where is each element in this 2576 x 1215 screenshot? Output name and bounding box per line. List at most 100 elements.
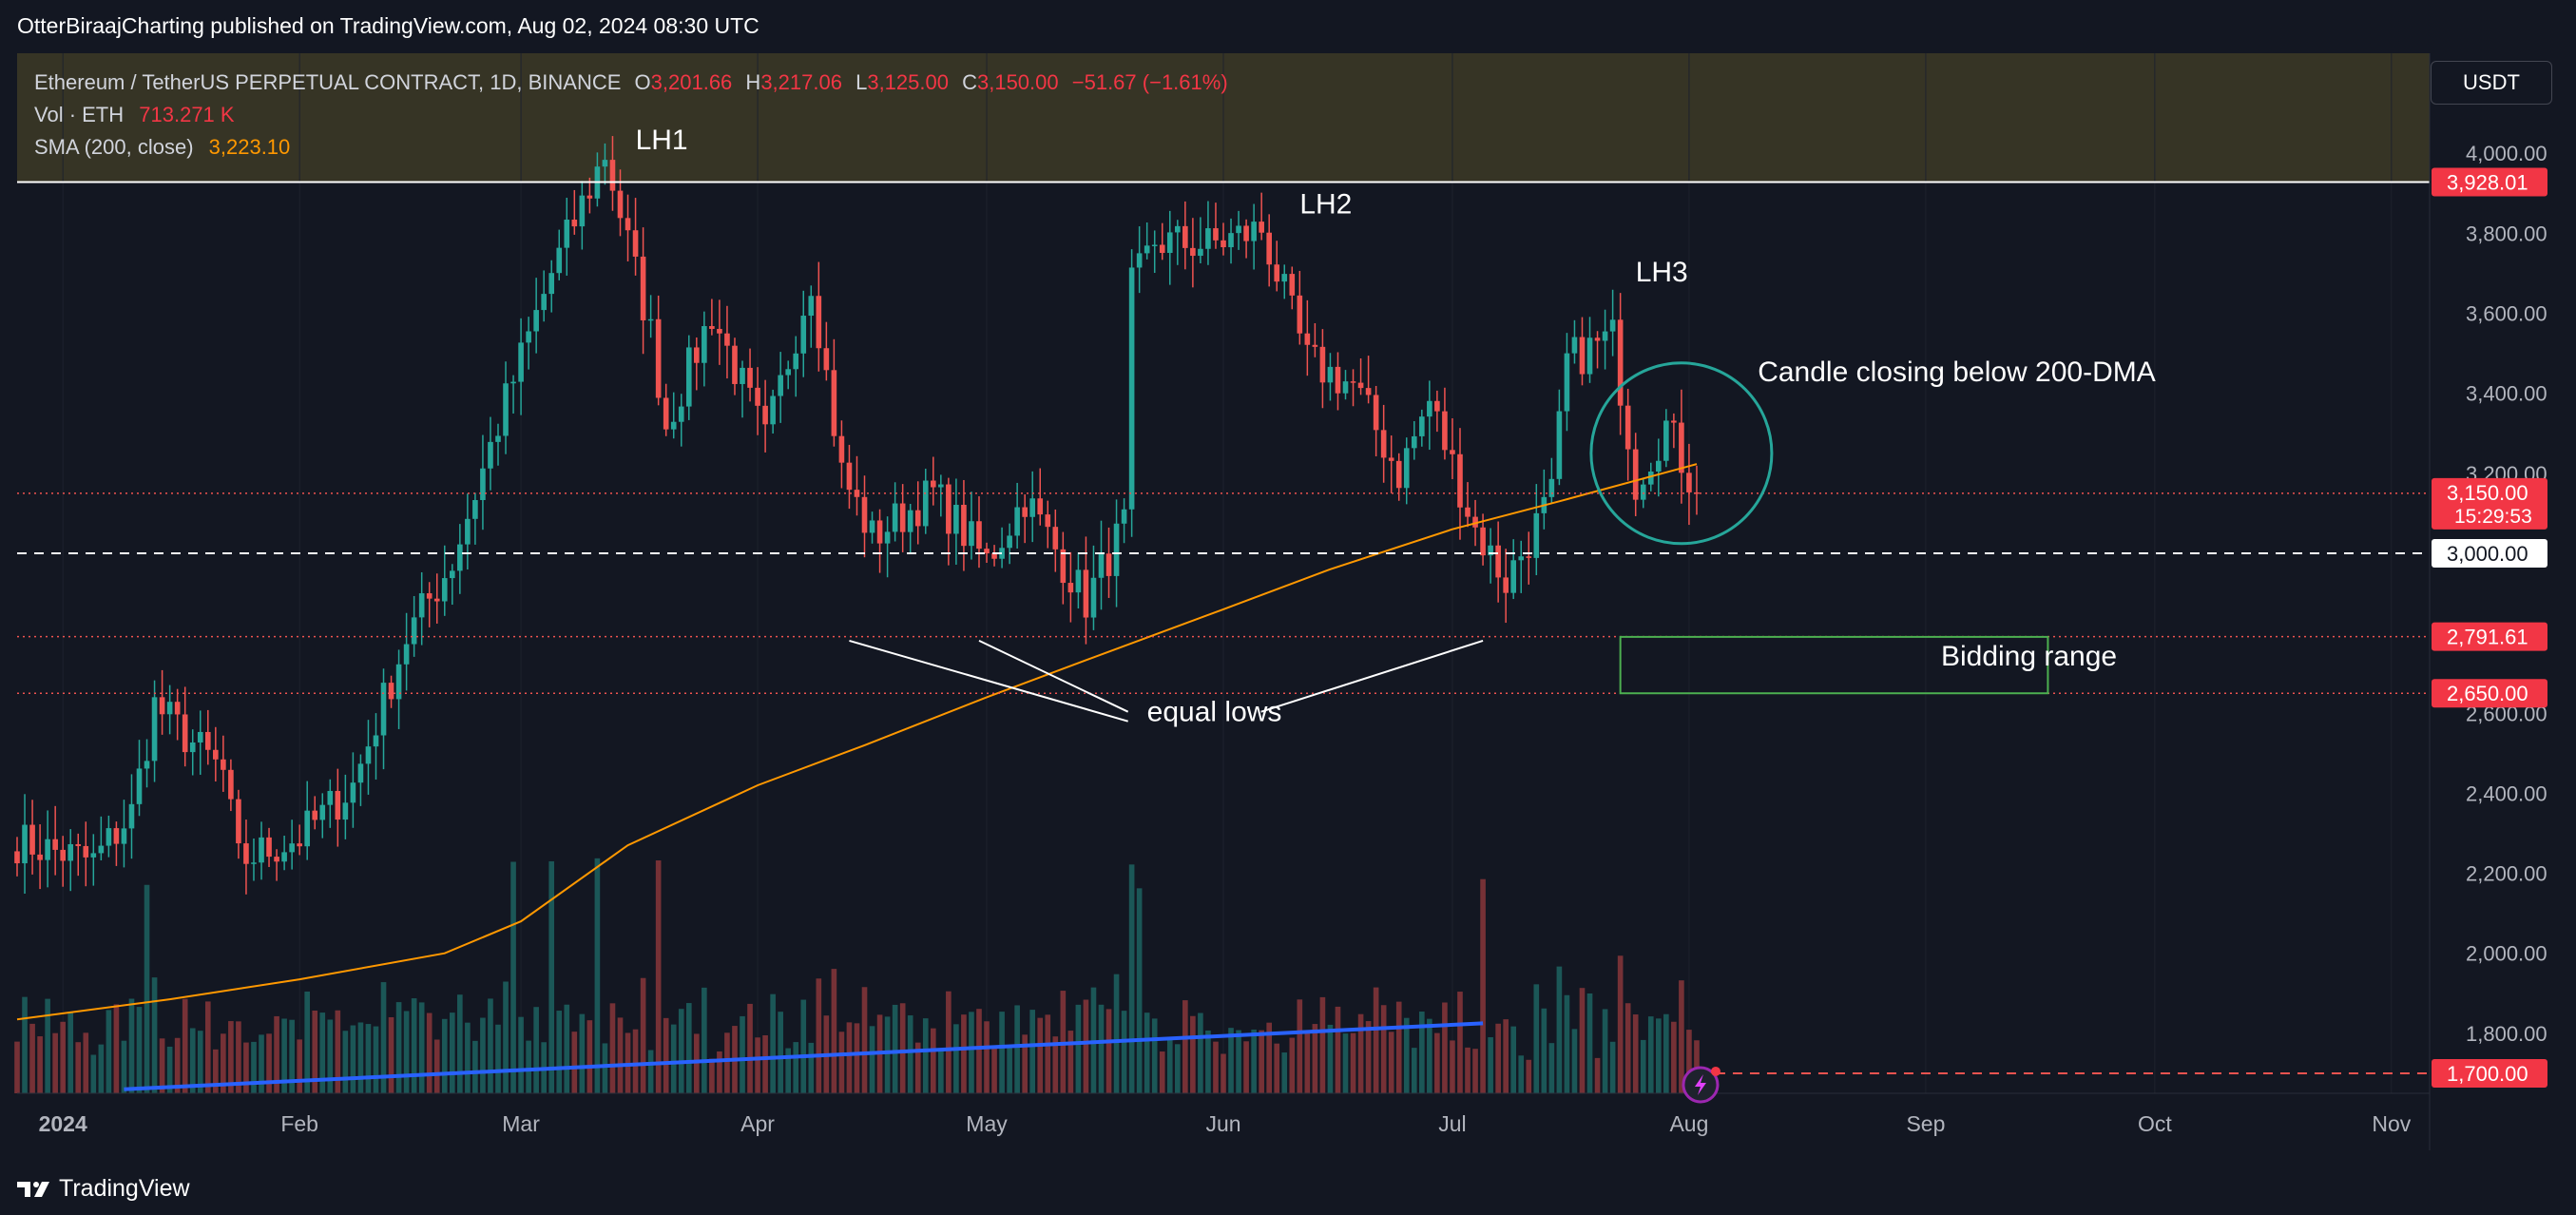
candle	[1442, 387, 1448, 460]
volume-bar	[1647, 1016, 1654, 1093]
candle-body	[564, 220, 570, 248]
candle-body	[1671, 420, 1677, 423]
volume-bar	[1495, 1023, 1501, 1093]
volume-bar	[1221, 1053, 1226, 1093]
volume-bar	[113, 1004, 120, 1093]
candle	[151, 680, 158, 782]
candle-body	[1579, 337, 1586, 375]
candle	[1098, 520, 1105, 610]
volume-bar	[702, 987, 707, 1093]
volume-bar	[335, 1010, 341, 1093]
candle-body	[1571, 337, 1578, 354]
candle-body	[1488, 545, 1493, 556]
volume-bar	[609, 1003, 616, 1093]
candle	[1617, 293, 1624, 435]
candle	[953, 478, 959, 565]
candle	[1450, 417, 1455, 479]
volume-bar	[976, 1009, 982, 1093]
candle-body	[395, 664, 402, 700]
volume-bar	[1335, 1006, 1341, 1093]
candle-body	[418, 593, 425, 618]
candle-body	[342, 802, 349, 820]
candle	[403, 612, 410, 691]
volume-bar	[67, 1012, 74, 1093]
candle-body	[938, 484, 944, 488]
candle-body	[136, 768, 143, 804]
candle	[449, 564, 455, 606]
annotation-lh3: LH3	[1636, 257, 1688, 288]
candle-body	[800, 316, 807, 354]
candle-body	[1450, 450, 1455, 454]
candle-body	[213, 749, 219, 760]
candle-body	[1113, 523, 1120, 576]
tradingview-logo[interactable]: TradingView	[17, 1175, 190, 1203]
candle-body	[259, 837, 264, 863]
candle	[1121, 498, 1127, 544]
candle-body	[350, 782, 356, 803]
candle	[1480, 513, 1486, 566]
y-tick-label: 3,800.00	[2466, 222, 2547, 245]
candle	[441, 545, 448, 616]
candle	[304, 781, 311, 860]
candle-body	[717, 328, 722, 334]
candle	[1136, 226, 1143, 294]
candle-body	[1029, 498, 1036, 517]
candle-body	[922, 480, 929, 527]
candle-body	[1357, 382, 1364, 389]
candle-body	[1609, 319, 1616, 332]
x-tick-label: Feb	[280, 1111, 318, 1136]
candle	[1182, 201, 1188, 270]
candle-body	[1007, 535, 1012, 549]
candle	[106, 815, 112, 858]
candle	[1357, 357, 1364, 395]
candle-body	[1098, 553, 1105, 578]
volume-bar	[571, 1032, 578, 1093]
x-tick-label: May	[966, 1111, 1008, 1136]
volume-bar	[204, 1001, 211, 1093]
candle	[1090, 545, 1097, 630]
volume-bar	[1663, 1013, 1669, 1093]
candle	[1686, 443, 1692, 526]
candle	[1671, 413, 1677, 449]
candle	[1327, 353, 1334, 401]
candle	[899, 484, 906, 552]
volume-bar	[60, 1021, 67, 1093]
candle-body	[197, 731, 203, 742]
volume-bar	[1159, 1051, 1165, 1093]
candle-body	[83, 845, 89, 858]
volume-bar	[884, 1016, 891, 1093]
volume-bar	[1228, 1028, 1234, 1093]
candle	[1251, 203, 1257, 270]
volume-trend-line	[124, 1021, 1484, 1091]
candle	[1365, 356, 1372, 404]
candle-body	[1144, 245, 1150, 254]
candle-body	[861, 496, 868, 533]
candle	[1679, 389, 1684, 504]
candle-body	[762, 405, 768, 425]
volume-bar	[1526, 1059, 1532, 1093]
candle	[1190, 218, 1196, 288]
candle-body	[1526, 556, 1532, 558]
candle-body	[228, 769, 234, 800]
equal-lows-line	[978, 639, 1129, 713]
candle	[1166, 210, 1173, 285]
y-tick-label: 3,400.00	[2466, 382, 2547, 406]
volume-bar	[586, 1020, 593, 1093]
currency-button[interactable]: USDT	[2431, 61, 2552, 105]
bidding-range-box	[1619, 635, 2049, 695]
volume-bar	[1136, 888, 1143, 1093]
annotation-equal-lows: equal lows	[1147, 697, 1282, 728]
candle	[991, 545, 997, 567]
candle	[251, 838, 257, 881]
volume-bar	[1617, 955, 1624, 1093]
candle	[1236, 210, 1241, 250]
volume-bar	[1128, 864, 1135, 1093]
candle-body	[991, 553, 997, 559]
candle-body	[694, 347, 700, 363]
volume-bar	[1556, 966, 1563, 1093]
highlight-circle	[1589, 361, 1774, 546]
candle	[90, 834, 97, 886]
volume-bar	[37, 1036, 43, 1093]
candle-body	[1213, 228, 1219, 241]
